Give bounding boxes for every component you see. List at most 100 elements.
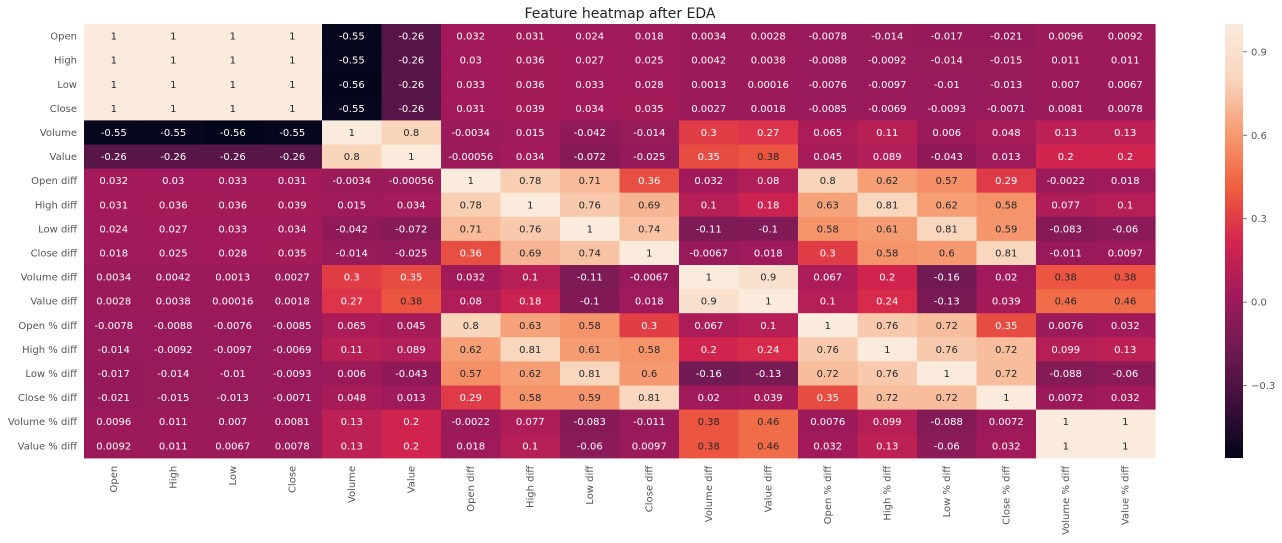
heatmap-cell [917,265,978,290]
heatmap-cell [917,72,978,97]
heatmap-cell [500,409,561,435]
heatmap-cell-label: 0.9 [701,297,717,308]
x-tick-label: Open [109,466,120,493]
heatmap-cell [738,192,799,218]
heatmap-cell [1036,385,1097,411]
heatmap-cell-label: 0.031 [99,200,128,211]
heatmap-cell [798,144,859,170]
heatmap-cell [84,24,145,49]
heatmap-cell-label: 0.045 [813,152,842,163]
x-tick-label: Low diff [585,465,596,505]
heatmap-cell [619,48,680,73]
heatmap-cell [262,168,323,194]
heatmap-cell [1036,240,1097,266]
heatmap-cell-label: 0.35 [817,393,839,404]
heatmap-cell-label: 1 [170,80,176,91]
heatmap-cell-label: 0.63 [519,321,541,332]
heatmap-cell-label: -0.0085 [808,104,847,115]
heatmap-cell [381,48,442,73]
heatmap-cell-label: 0.027 [159,224,188,235]
heatmap-cell-label: 0.018 [635,32,664,43]
heatmap-cell [560,385,621,411]
heatmap-cell-label: 1 [1122,441,1128,452]
colorbar-gradient [1225,24,1243,458]
heatmap-cell [500,385,561,411]
heatmap-cell-label: 1 [646,248,652,259]
heatmap-cell-label: -0.0067 [630,273,669,284]
heatmap-cell [500,144,561,170]
heatmap-cell [619,192,680,218]
heatmap-cell [798,120,859,146]
heatmap-cell [322,24,383,49]
heatmap-cell-label: 0.74 [579,248,601,259]
heatmap-cell-label: 0.0038 [751,56,786,67]
heatmap-cell-label: -0.021 [990,32,1022,43]
heatmap-cell-label: -0.26 [220,152,246,163]
x-tick-label: High [169,466,180,489]
heatmap-cell [203,168,264,194]
heatmap-cell-label: 0.018 [635,297,664,308]
heatmap-cell-label: 0.38 [757,152,779,163]
heatmap-cell-label: 1 [706,273,712,284]
heatmap-cell-label: -0.083 [574,417,606,428]
heatmap-cell [1036,168,1097,194]
heatmap-cell-label: -0.26 [398,104,424,115]
heatmap-cell [1095,385,1156,411]
heatmap-cell [857,337,918,362]
heatmap-cell [560,409,621,435]
y-tick-label: Open % diff [18,321,78,332]
heatmap-cell-label: 0.38 [1055,273,1077,284]
heatmap-cell [322,48,383,73]
heatmap-cell-label: 0.035 [635,104,664,115]
heatmap-cell [976,24,1037,49]
heatmap-cell [441,409,502,435]
heatmap-cell-label: 0.007 [218,417,247,428]
heatmap-cell [441,265,502,290]
heatmap-cell [976,72,1037,97]
heatmap-cell-label: 0.018 [754,248,783,259]
heatmap-cell [381,313,442,338]
y-tick-label: Low % diff [25,369,78,380]
heatmap-cell-label: -0.16 [934,273,960,284]
heatmap-cell [84,313,145,338]
heatmap-cell [441,216,502,242]
heatmap-cell [857,289,918,314]
heatmap-cell [679,168,740,194]
heatmap-cell-label: -0.13 [755,369,781,380]
heatmap-cell-label: -0.55 [101,128,127,139]
heatmap-cell-label: 1 [289,32,295,43]
heatmap-cell [1036,409,1097,435]
heatmap-cell-label: -0.0076 [213,321,252,332]
heatmap-cell-label: 0.0092 [1108,32,1143,43]
heatmap-cell [322,337,383,362]
heatmap-cell [143,72,204,97]
heatmap-cell [1095,289,1156,314]
heatmap-cell-label: 0.72 [995,345,1017,356]
heatmap-cell-label: 0.58 [995,200,1017,211]
heatmap-cell [976,265,1037,290]
heatmap-cell [917,120,978,146]
heatmap-cell-label: 0.077 [1051,200,1080,211]
heatmap-cell-label: 0.76 [579,200,601,211]
heatmap-cell-label: 0.18 [757,200,779,211]
heatmap-cell [1036,48,1097,73]
heatmap-cell [500,265,561,290]
heatmap-cell-label: 0.039 [516,104,545,115]
heatmap-cell [619,240,680,266]
heatmap-cell [262,216,323,242]
heatmap-cell-label: 0.46 [1114,297,1136,308]
heatmap-cell-label: 0.57 [936,176,958,187]
heatmap-cell-label: 0.58 [579,321,601,332]
heatmap-cell-label: 0.27 [341,297,363,308]
heatmap-cell [679,72,740,97]
heatmap-cell [679,192,740,218]
heatmap-cell [798,216,859,242]
heatmap-cell-label: -0.0097 [213,345,252,356]
heatmap-cell-label: 0.032 [992,441,1021,452]
heatmap-cell-label: 0.034 [575,104,604,115]
heatmap-cell-label: 1 [111,32,117,43]
heatmap-cell [262,120,323,146]
heatmap-cell [322,265,383,290]
heatmap-cell-label: 0.0078 [275,441,310,452]
